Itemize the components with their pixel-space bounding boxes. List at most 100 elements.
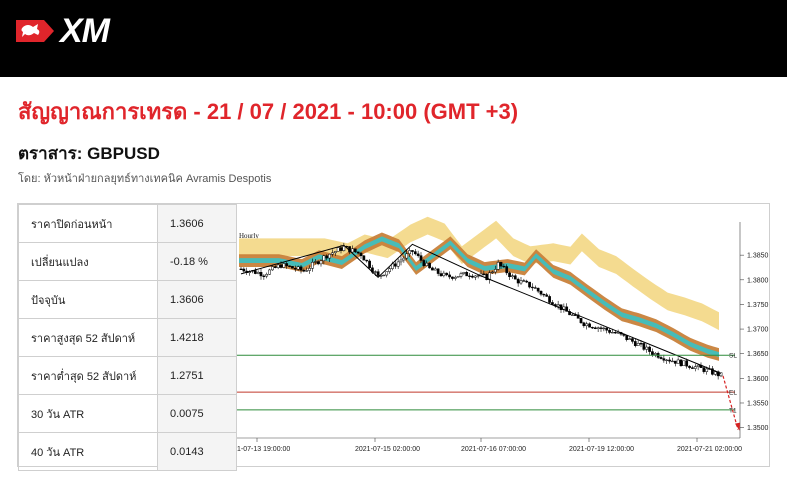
candle-body <box>271 266 274 271</box>
candle-body <box>505 266 509 274</box>
candle-body <box>696 364 700 367</box>
slow-band <box>239 216 719 331</box>
candle-body <box>253 270 257 274</box>
signal-panel: ราคาปิดก่อนหน้า 1.3606 เปลี่ยนแปลง -0.18 % ป… <box>17 203 770 471</box>
author-line: โดย: หัวหน้าฝ่ายกลยุทธ์ทางเทคนิค Avramis… <box>18 173 272 185</box>
y-tick-label: 1.3850 <box>747 253 769 260</box>
logo-text: XM <box>60 12 110 50</box>
stats-value: 1.3606 <box>157 280 237 319</box>
top-bar: XM <box>0 0 787 77</box>
candle-body <box>533 287 537 289</box>
candle-body <box>691 367 694 369</box>
candle-body <box>313 261 317 263</box>
candle-body <box>325 255 329 259</box>
candle-body <box>476 275 480 277</box>
candle-body <box>593 327 597 329</box>
candle-body <box>608 330 611 333</box>
candle-body <box>613 332 617 334</box>
stats-row: ราคาต่ำสุด 52 สัปดาห์ 1.2751 <box>18 356 237 395</box>
candle-body <box>353 248 357 253</box>
candle-body <box>331 252 334 255</box>
candle-body <box>451 276 454 279</box>
candle-body <box>413 251 417 255</box>
candle-body <box>328 253 331 259</box>
stats-row: ราคาปิดก่อนหน้า 1.3606 <box>18 204 237 243</box>
candle-body <box>411 250 414 252</box>
stats-label: 30 วัน ATR <box>18 394 158 433</box>
candle-body <box>536 287 540 292</box>
level-label: SL <box>729 353 737 360</box>
candle-body <box>288 265 291 267</box>
stats-value: 1.4218 <box>157 318 237 357</box>
stats-label: ราคาต่ำสุด 52 สัปดาห์ <box>18 356 158 395</box>
candle-body <box>571 314 574 316</box>
candle-body <box>625 335 629 340</box>
candle-body <box>482 273 486 275</box>
candle-body <box>539 290 543 295</box>
candle-body <box>305 270 309 272</box>
stats-row: ราคาสูงสุด 52 สัปดาห์ 1.4218 <box>18 318 237 357</box>
candle-body <box>582 322 586 327</box>
candle-body <box>711 368 714 375</box>
candle-body <box>333 251 337 254</box>
candle-body <box>242 268 246 272</box>
candle-body <box>611 332 614 334</box>
xm-logo-mark-icon <box>16 20 54 42</box>
candle-body <box>342 246 346 251</box>
stats-value: 1.3606 <box>157 204 237 243</box>
candle-body <box>556 304 560 307</box>
candle-body <box>302 269 306 272</box>
candle-body <box>408 250 411 255</box>
candle-body <box>659 357 663 359</box>
candle-body <box>502 265 506 268</box>
x-tick-label: 2021-07-21 02:00:00 <box>677 446 742 453</box>
xm-logo[interactable]: XM <box>14 12 110 50</box>
candle-body <box>513 275 517 280</box>
candle-body <box>685 360 689 367</box>
candle-body <box>642 343 646 350</box>
candle-body <box>639 343 643 345</box>
candle-body <box>702 367 706 372</box>
candle-body <box>599 327 603 329</box>
candle-body <box>522 280 526 282</box>
candle-body <box>365 259 369 262</box>
candle-body <box>673 360 677 364</box>
candle-body <box>682 360 686 367</box>
candle-body <box>419 255 423 261</box>
candle-body <box>276 264 280 268</box>
candle-body <box>559 304 563 310</box>
candle-body <box>653 353 657 355</box>
candle-body <box>516 278 520 284</box>
candle-body <box>493 269 497 273</box>
candle-body <box>388 268 391 272</box>
candle-body <box>376 271 380 276</box>
candle-body <box>296 266 300 270</box>
candle-body <box>433 268 437 271</box>
candle-body <box>416 253 420 256</box>
candle-body <box>256 272 260 274</box>
candle-body <box>548 296 551 303</box>
candle-body <box>596 327 600 329</box>
stats-label: ราคาปิดก่อนหน้า <box>18 204 158 243</box>
x-tick-label: 2021-07-16 07:00:00 <box>461 446 526 453</box>
candle-body <box>385 271 389 276</box>
candle-body <box>356 251 360 254</box>
candle-body <box>442 272 446 277</box>
candle-body <box>268 269 271 275</box>
y-tick-label: 1.3650 <box>747 351 769 358</box>
stats-row: เปลี่ยนแปลง -0.18 % <box>18 242 237 281</box>
candle-body <box>359 252 363 257</box>
candle-body <box>616 332 620 334</box>
candle-body <box>282 263 286 268</box>
candle-body <box>273 266 277 268</box>
candle-body <box>585 323 589 327</box>
candle-body <box>285 263 289 267</box>
candle-body <box>665 359 669 362</box>
candle-body <box>679 359 683 367</box>
candle-body <box>579 318 583 324</box>
stats-label: 40 วัน ATR <box>18 432 158 471</box>
zigzag-line <box>240 243 722 374</box>
candle-body <box>399 259 403 263</box>
candle-body <box>402 257 406 261</box>
candle-body <box>645 346 649 350</box>
